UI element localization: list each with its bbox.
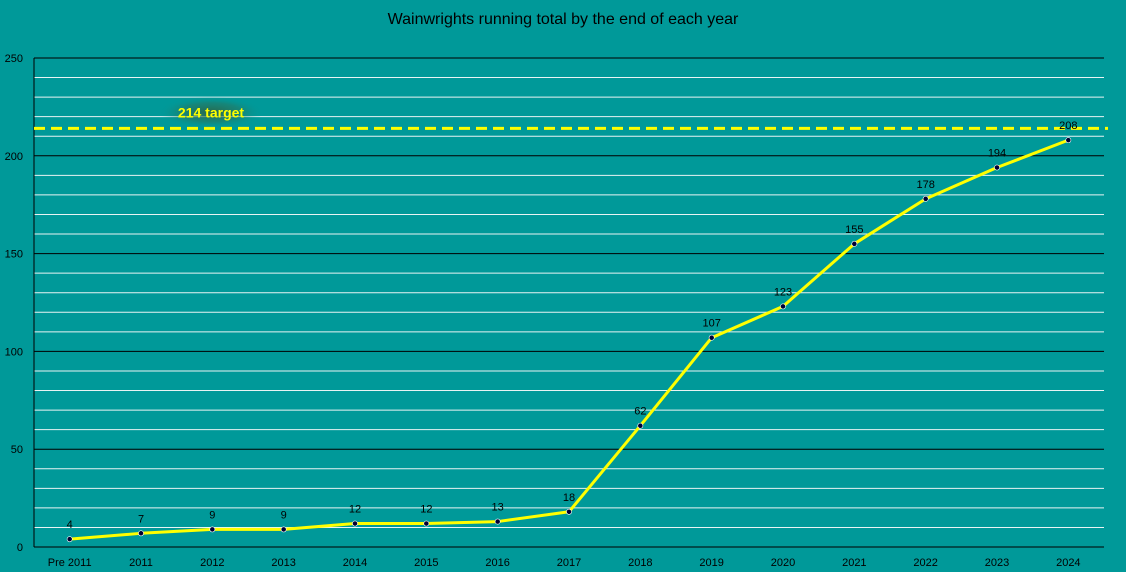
x-tick-label: 2022 bbox=[913, 557, 937, 569]
x-tick-label: 2021 bbox=[842, 557, 866, 569]
data-point bbox=[708, 334, 715, 341]
data-point bbox=[1065, 137, 1072, 144]
target-label-glow bbox=[159, 96, 263, 129]
data-point bbox=[780, 303, 786, 310]
x-tick-label: 2014 bbox=[343, 557, 367, 569]
x-tick-label: 2013 bbox=[271, 557, 295, 569]
data-point bbox=[138, 530, 144, 537]
data-point bbox=[423, 520, 430, 527]
data-point bbox=[922, 195, 929, 202]
data-point bbox=[494, 518, 501, 525]
data-point bbox=[637, 422, 644, 429]
x-tick-label: 2023 bbox=[985, 557, 1009, 569]
y-tick-label: 150 bbox=[5, 249, 23, 261]
data-point bbox=[851, 240, 858, 247]
data-label: 12 bbox=[420, 504, 432, 516]
y-tick-label: 100 bbox=[5, 346, 23, 358]
data-label: 18 bbox=[563, 492, 575, 504]
axes: 0 50 100 150 200 250 Pre 2011 2011 2012 2013 2014 2… bbox=[5, 53, 1104, 569]
data-label: 107 bbox=[702, 318, 720, 330]
data-label: 178 bbox=[916, 179, 934, 191]
series-group bbox=[66, 137, 1072, 543]
y-tick-label: 250 bbox=[5, 53, 23, 65]
data-label: 208 bbox=[1059, 120, 1077, 132]
data-label: 62 bbox=[634, 406, 646, 418]
series-line bbox=[69, 138, 1069, 541]
y-tick-label: 50 bbox=[11, 444, 23, 456]
data-point bbox=[209, 526, 216, 533]
y-tick-label: 0 bbox=[17, 542, 23, 554]
target-label: 214 target bbox=[178, 104, 244, 120]
data-point bbox=[994, 164, 1000, 171]
gridlines bbox=[34, 57, 1104, 548]
data-label: 7 bbox=[138, 513, 144, 525]
data-point bbox=[566, 508, 572, 515]
data-label: 12 bbox=[349, 504, 361, 516]
data-label: 194 bbox=[988, 148, 1006, 160]
x-tick-label: 2012 bbox=[200, 557, 224, 569]
x-tick-label: 2011 bbox=[129, 557, 153, 569]
data-label: 123 bbox=[774, 286, 792, 298]
data-labels: 4 7 9 9 12 12 13 18 62 107 123 155 178 194 208 bbox=[67, 120, 1078, 531]
chart-title: Wainwrights running total by the end of … bbox=[388, 11, 739, 28]
target-line-group: 214 target bbox=[34, 96, 1108, 130]
x-tick-label: 2016 bbox=[485, 557, 509, 569]
x-tick-label: 2020 bbox=[771, 557, 795, 569]
x-tick-label: 2018 bbox=[628, 557, 652, 569]
data-label: 13 bbox=[492, 502, 504, 514]
data-label: 4 bbox=[67, 519, 73, 531]
y-tick-label: 200 bbox=[5, 151, 23, 163]
data-label: 9 bbox=[209, 509, 215, 521]
data-point bbox=[280, 526, 287, 533]
x-tick-label: 2019 bbox=[699, 557, 723, 569]
data-label: 9 bbox=[281, 509, 287, 521]
x-tick-label: 2015 bbox=[414, 557, 438, 569]
x-tick-label: 2024 bbox=[1056, 557, 1080, 569]
data-label: 155 bbox=[845, 224, 863, 236]
x-tick-label: 2017 bbox=[557, 557, 581, 569]
x-tick-label: Pre 2011 bbox=[48, 557, 92, 569]
data-point bbox=[66, 536, 73, 543]
data-point bbox=[352, 520, 358, 527]
